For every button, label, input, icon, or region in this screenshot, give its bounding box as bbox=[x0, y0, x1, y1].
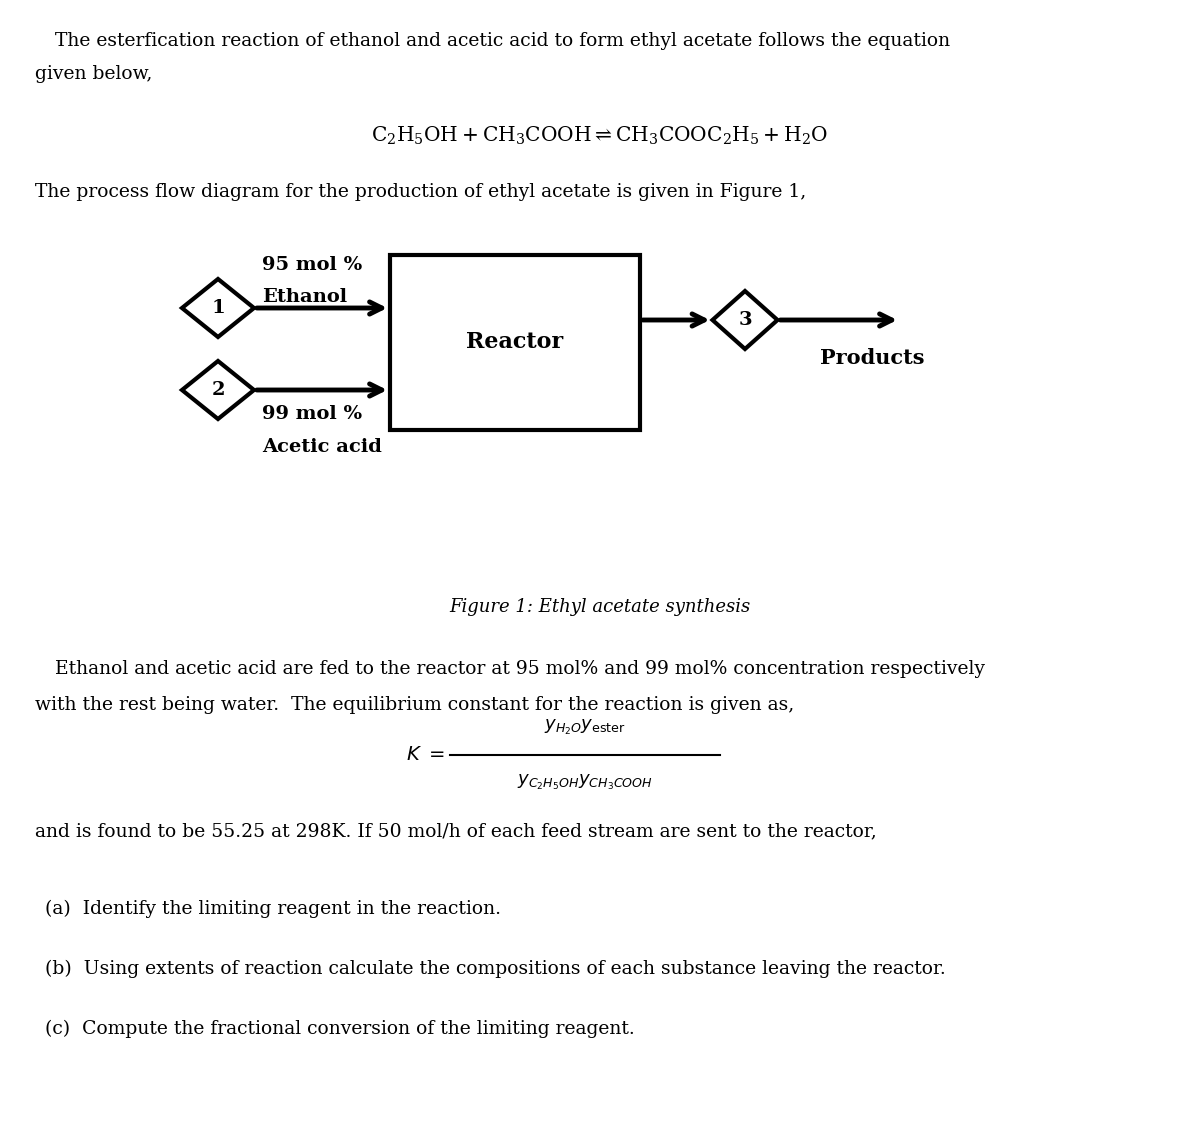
Polygon shape bbox=[182, 279, 254, 337]
Text: (b)  Using extents of reaction calculate the compositions of each substance leav: (b) Using extents of reaction calculate … bbox=[46, 960, 946, 978]
Text: $\mathit{y}_{H_2O}\mathit{y}_{\mathrm{ester}}$: $\mathit{y}_{H_2O}\mathit{y}_{\mathrm{es… bbox=[544, 718, 626, 737]
Polygon shape bbox=[182, 360, 254, 419]
Text: with the rest being water.  The equilibrium constant for the reaction is given a: with the rest being water. The equilibri… bbox=[35, 696, 794, 714]
Text: Acetic acid: Acetic acid bbox=[262, 438, 382, 456]
Polygon shape bbox=[713, 291, 778, 349]
Text: 3: 3 bbox=[738, 311, 752, 329]
Text: The esterfication reaction of ethanol and acetic acid to form ethyl acetate foll: The esterfication reaction of ethanol an… bbox=[55, 31, 950, 51]
Text: given below,: given below, bbox=[35, 65, 152, 83]
Text: $\mathregular{C_2H_5OH + CH_3COOH \rightleftharpoons CH_3COOC_2H_5 + H_2O}$: $\mathregular{C_2H_5OH + CH_3COOH \right… bbox=[372, 125, 828, 147]
Bar bbox=[390, 255, 640, 430]
Text: $\mathit{y}_{C_2H_5OH}\mathit{y}_{CH_3COOH}$: $\mathit{y}_{C_2H_5OH}\mathit{y}_{CH_3CO… bbox=[517, 773, 653, 792]
Text: 2: 2 bbox=[211, 381, 224, 399]
Text: The process flow diagram for the production of ethyl acetate is given in Figure : The process flow diagram for the product… bbox=[35, 183, 806, 201]
Text: Products: Products bbox=[820, 348, 924, 368]
Text: 1: 1 bbox=[211, 299, 224, 317]
Text: $K\ =$: $K\ =$ bbox=[406, 746, 445, 764]
Text: 95 mol %: 95 mol % bbox=[262, 256, 362, 274]
Text: Reactor: Reactor bbox=[467, 331, 564, 354]
Text: and is found to be 55.25 at 298K. If 50 mol/h of each feed stream are sent to th: and is found to be 55.25 at 298K. If 50 … bbox=[35, 822, 877, 840]
Text: Ethanol and acetic acid are fed to the reactor at 95 mol% and 99 mol% concentrat: Ethanol and acetic acid are fed to the r… bbox=[55, 660, 985, 678]
Text: 99 mol %: 99 mol % bbox=[262, 405, 362, 423]
Text: (a)  Identify the limiting reagent in the reaction.: (a) Identify the limiting reagent in the… bbox=[46, 900, 502, 919]
Text: (c)  Compute the fractional conversion of the limiting reagent.: (c) Compute the fractional conversion of… bbox=[46, 1020, 635, 1039]
Text: Figure 1: Ethyl acetate synthesis: Figure 1: Ethyl acetate synthesis bbox=[449, 599, 751, 617]
Text: Ethanol: Ethanol bbox=[262, 287, 347, 305]
